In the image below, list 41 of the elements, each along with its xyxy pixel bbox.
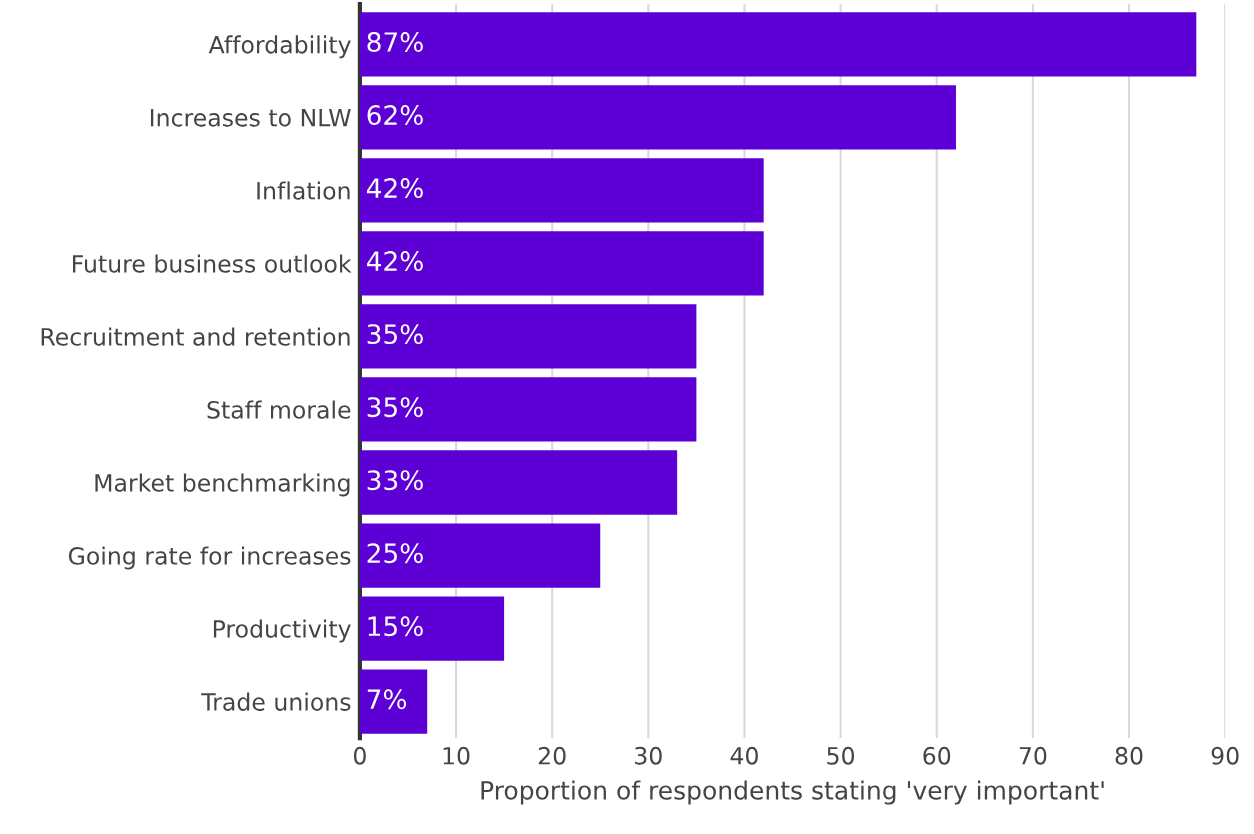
bar: [359, 158, 764, 223]
y-tick-label: Affordability: [208, 35, 351, 59]
data-label: 33%: [367, 470, 423, 491]
x-tick-label: 90: [1211, 746, 1239, 765]
bar: [359, 377, 697, 442]
x-tick-label: 20: [538, 746, 566, 765]
bar: [359, 596, 505, 661]
x-tick-label: 70: [1019, 746, 1047, 765]
x-tick-label: 30: [635, 746, 662, 765]
data-label: 35%: [367, 397, 423, 418]
data-label: 42%: [366, 251, 423, 272]
x-tick-label: 40: [730, 746, 758, 765]
y-tick-label: Future business outlook: [73, 254, 352, 273]
data-label: 15%: [368, 616, 423, 637]
x-tick-label: 10: [443, 746, 470, 765]
y-tick-label: Trade unions: [201, 692, 351, 711]
y-tick-label: Recruitment and retention: [41, 327, 350, 346]
y-tick-label: Market benchmarking: [95, 473, 350, 497]
x-tick-label: 50: [827, 746, 855, 765]
bar: [359, 523, 601, 588]
y-tick-label: Increases to NLW: [150, 109, 351, 127]
x-tick-label: 80: [1115, 746, 1143, 765]
bar: [359, 231, 764, 296]
x-tick-label: 60: [923, 746, 951, 765]
bar: [359, 85, 956, 150]
y-tick-label: Staff morale: [207, 400, 351, 419]
bar: [359, 450, 678, 515]
data-label: 7%: [367, 689, 407, 710]
x-tick-label: 0: [353, 746, 366, 765]
x-axis-title: Proportion of respondents stating 'very important': [481, 780, 1104, 805]
y-tick-label: Going rate for increases: [68, 546, 351, 570]
data-label: 42%: [366, 178, 423, 199]
data-label: 35%: [367, 324, 423, 345]
bar: [359, 669, 428, 734]
y-tick-label: Productivity: [213, 619, 351, 643]
data-label: 25%: [367, 543, 423, 564]
bar: [359, 304, 697, 369]
y-tick-label: Inflation: [257, 181, 350, 200]
bar: [359, 12, 1197, 77]
data-label: 62%: [367, 105, 423, 126]
data-label: 87%: [367, 32, 423, 52]
